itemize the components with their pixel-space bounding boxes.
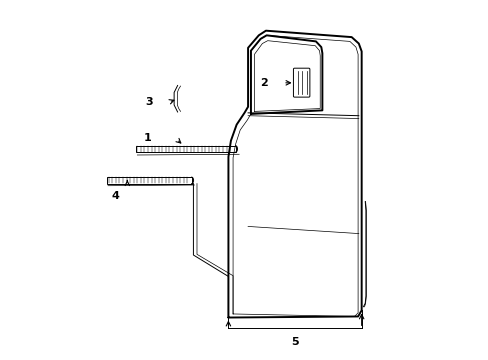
Text: 3: 3 — [145, 97, 153, 107]
Text: 5: 5 — [290, 337, 298, 347]
Bar — [135, 146, 235, 152]
Text: 4: 4 — [111, 191, 119, 201]
Text: 2: 2 — [260, 78, 267, 88]
FancyBboxPatch shape — [293, 68, 309, 97]
Bar — [107, 177, 191, 184]
Text: 1: 1 — [143, 133, 151, 143]
